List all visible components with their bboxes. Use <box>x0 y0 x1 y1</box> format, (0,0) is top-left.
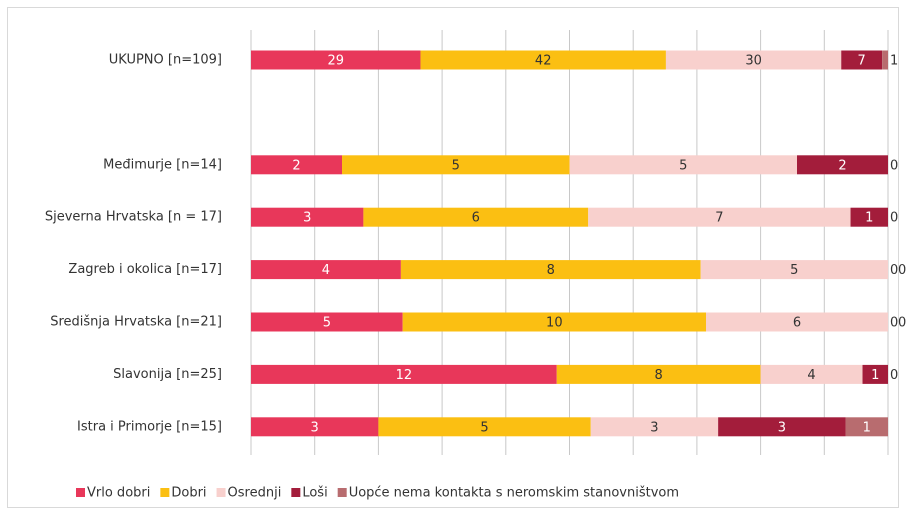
legend-swatch <box>160 488 170 497</box>
data-label: 6 <box>793 316 801 331</box>
data-label: 0 <box>898 263 906 278</box>
bar-segment <box>590 417 719 437</box>
bar-segment <box>556 364 761 384</box>
data-label: 5 <box>480 420 488 435</box>
y-tick-label: Zagreb i okolica [n=17] <box>68 262 222 277</box>
data-label: 3 <box>778 420 786 435</box>
data-label: 4 <box>807 368 815 383</box>
bar-segment <box>569 155 797 175</box>
data-label: 3 <box>311 420 319 435</box>
data-label: 5 <box>679 158 687 173</box>
bar-segment <box>342 155 570 175</box>
data-label: 0 <box>890 316 898 331</box>
bar-segment <box>665 50 842 70</box>
bar-segment <box>251 312 403 332</box>
bar-segment <box>850 207 888 227</box>
bar-segment <box>862 364 888 384</box>
bar-segment <box>400 260 701 280</box>
bar-segment <box>378 417 591 437</box>
bar-segment <box>797 155 888 175</box>
data-label: 42 <box>535 54 552 69</box>
data-label: 2 <box>292 158 300 173</box>
bar-segment <box>882 50 888 70</box>
legend-swatch <box>216 488 226 497</box>
bar-segment <box>363 207 589 227</box>
legend-label: Osrednji <box>228 486 282 501</box>
bar-segment <box>251 260 401 280</box>
y-tick-label: Središnja Hrvatska [n=21] <box>50 315 222 330</box>
data-label: 8 <box>655 368 663 383</box>
legend-swatch <box>76 488 85 497</box>
data-label: 3 <box>303 211 311 226</box>
bar-segment <box>251 417 379 437</box>
data-label: 1 <box>871 368 879 383</box>
bar-segment <box>420 50 666 70</box>
data-label: 6 <box>472 211 480 226</box>
legend-swatch <box>337 488 347 497</box>
data-label: 1 <box>863 420 871 435</box>
data-label: 5 <box>323 316 331 331</box>
data-label: 5 <box>790 263 798 278</box>
data-label: 0 <box>890 263 898 278</box>
bar-segment <box>760 364 863 384</box>
bar-segment <box>845 417 888 437</box>
data-label: 4 <box>322 263 330 278</box>
y-tick-label: Međimurje [n=14] <box>103 157 222 172</box>
data-label: 3 <box>650 420 658 435</box>
y-tick-label: Slavonija [n=25] <box>113 367 222 382</box>
data-label: 0 <box>890 368 898 383</box>
data-label: 2 <box>838 158 846 173</box>
data-label: 29 <box>327 54 344 69</box>
bar-segment <box>251 207 364 227</box>
bar-segment <box>251 50 421 70</box>
data-label: 7 <box>858 54 866 69</box>
data-label: 1 <box>865 211 873 226</box>
y-tick-label: Istra i Primorje [n=15] <box>77 419 222 434</box>
y-tick-label: UKUPNO [n=109] <box>109 53 222 68</box>
data-label: 5 <box>452 158 460 173</box>
y-tick-label: Sjeverna Hrvatska [n = 17] <box>45 210 222 225</box>
data-label: 30 <box>745 54 762 69</box>
bar-segment <box>251 364 557 384</box>
data-label: 0 <box>890 211 898 226</box>
bar-segment <box>706 312 888 332</box>
legend-label: Vrlo dobri <box>87 486 150 501</box>
legend-label: Uopće nema kontakta s neromskim stanovni… <box>349 486 679 501</box>
data-label: 0 <box>898 316 906 331</box>
data-label: 0 <box>890 158 898 173</box>
bar-segment <box>588 207 851 227</box>
legend-label: Loši <box>302 486 327 501</box>
data-label: 10 <box>546 316 563 331</box>
data-label: 12 <box>396 368 413 383</box>
data-label: 7 <box>715 211 723 226</box>
bar-segment <box>718 417 846 437</box>
data-label: 1 <box>890 54 898 69</box>
legend-swatch <box>291 488 301 497</box>
bar-segment <box>841 50 883 70</box>
data-label: 8 <box>547 263 555 278</box>
bar-segment <box>402 312 706 332</box>
bar-segment <box>251 155 342 175</box>
legend-label: Dobri <box>171 486 206 501</box>
bar-segment <box>700 260 888 280</box>
